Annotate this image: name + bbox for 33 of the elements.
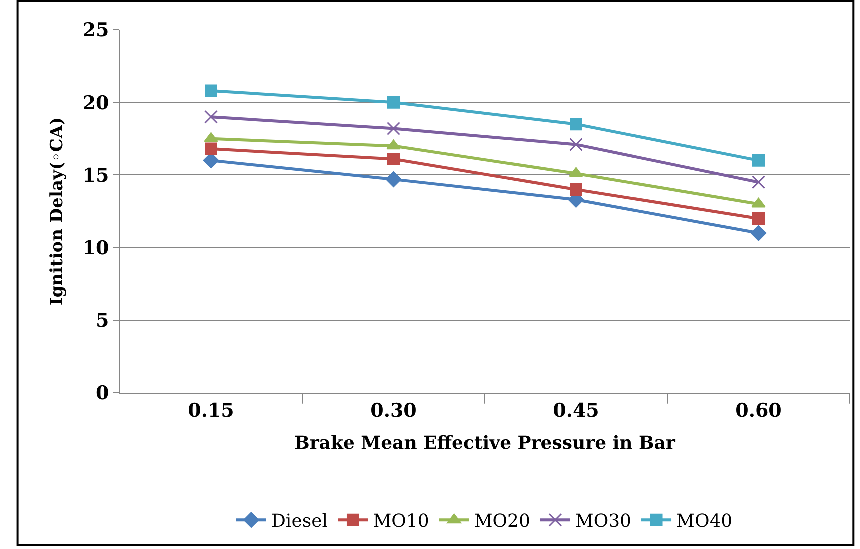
point — [204, 110, 218, 124]
legend-label: MO10 — [373, 511, 430, 532]
point — [570, 118, 582, 131]
x-axis-title: Brake Mean Effective Pressure in Bar — [294, 432, 676, 454]
y-tick-label: 20 — [82, 92, 110, 114]
point — [205, 84, 218, 98]
point — [387, 122, 400, 136]
y-tick-label: 10 — [82, 237, 110, 260]
point — [388, 152, 400, 166]
point — [205, 142, 218, 156]
x-tick-label: 0.15 — [188, 400, 234, 422]
legend-label: MO30 — [575, 511, 632, 532]
y-tick-label: 0 — [96, 382, 110, 405]
point — [570, 138, 583, 152]
legend-label: MO40 — [676, 511, 733, 532]
y-tick-label: 25 — [82, 20, 110, 42]
point — [570, 183, 582, 196]
point — [752, 176, 766, 190]
point — [388, 96, 400, 109]
x-tick-label: 0.45 — [553, 400, 600, 422]
point — [752, 154, 765, 167]
legend-label: MO20 — [474, 511, 530, 532]
point — [750, 225, 767, 242]
y-tick-label: 5 — [96, 310, 110, 332]
point — [386, 172, 402, 188]
point — [752, 212, 765, 226]
y-axis-title: Ignition Delay(◦CA) — [47, 117, 68, 306]
y-tick-label: 15 — [82, 164, 110, 187]
point — [752, 198, 766, 208]
legend-label: Diesel — [272, 511, 328, 532]
x-tick-label: 0.60 — [736, 400, 782, 422]
x-tick-label: 0.30 — [370, 400, 417, 422]
point — [386, 140, 401, 150]
